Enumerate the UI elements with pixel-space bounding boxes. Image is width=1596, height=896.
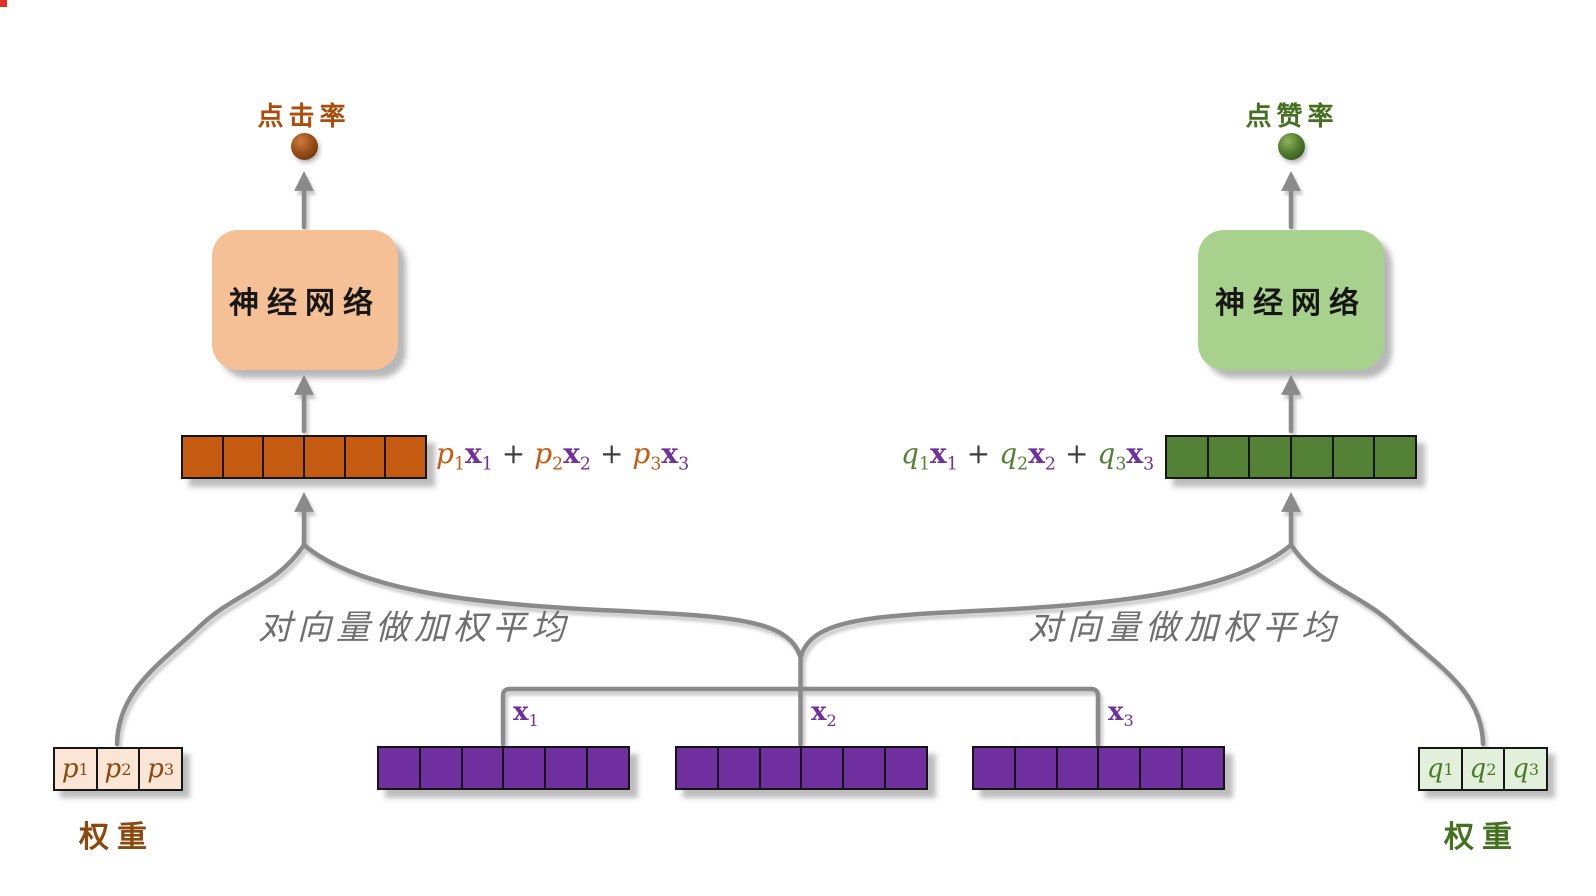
vector-cell [346, 437, 387, 477]
formula-term: q3 [1097, 437, 1127, 475]
input-label-x3: x3 [1108, 697, 1134, 731]
vector-cell [588, 748, 628, 788]
ctr-network-box: 神经网络 [212, 230, 398, 370]
vector-cell [1292, 437, 1334, 477]
formula-operator: + [599, 437, 624, 470]
vector-cell [224, 437, 265, 477]
funnel-like-to-weights [1288, 542, 1486, 747]
weighted-average-note-right: 对向量做加权平均 [1028, 609, 1340, 647]
vector-cell [1250, 437, 1293, 477]
formula-term: q1 [901, 437, 930, 475]
vector-cell [1183, 748, 1223, 788]
like-output-label: 点赞率 [1245, 101, 1339, 131]
like-network-box: 神经网络 [1198, 230, 1384, 370]
formula-term: p3 [632, 437, 662, 475]
vector-cell [886, 748, 926, 788]
vector-cell [719, 748, 761, 788]
vector-cell [463, 748, 505, 788]
formula-term: q2 [999, 437, 1029, 475]
funnel-like-to-inputs [798, 542, 1294, 659]
formula-term: x2 [563, 437, 591, 475]
weighted-average-note-left: 对向量做加权平均 [258, 609, 570, 647]
vector-cell [264, 437, 306, 477]
vector-cell [844, 748, 887, 788]
formula-term: x2 [1028, 437, 1056, 475]
vector-cell [974, 748, 1016, 788]
ctr-weighted-vector [181, 435, 427, 479]
like-formula: q1x1 + q2x2 + q3x3 [901, 437, 1154, 475]
vector-cell [1167, 437, 1209, 477]
vector-cell [802, 748, 845, 788]
formula-operator: + [1064, 437, 1089, 470]
vector-cell [1334, 437, 1376, 477]
vector-cell [677, 748, 719, 788]
formula-term: x1 [464, 437, 493, 475]
vector-cell [1209, 437, 1251, 477]
vector-cell [504, 748, 547, 788]
vector-cell [1141, 748, 1184, 788]
corner-marker [0, 0, 7, 7]
vector-cell [1099, 748, 1142, 788]
ctr-formula: p1x1 + p2x2 + p3x3 [436, 437, 689, 475]
vector-cell [183, 437, 224, 477]
formula-term: p2 [534, 437, 564, 475]
like-weights-label: 权重 [1444, 821, 1520, 854]
formula-operator: + [501, 437, 526, 470]
funnel-ctr-to-inputs [301, 542, 803, 659]
formula-term: x3 [661, 437, 690, 475]
formula-operator: + [966, 437, 991, 470]
input-label-x2: x2 [811, 697, 837, 731]
input-vector-x3 [972, 746, 1225, 790]
ctr-weights-label: 权重 [79, 821, 155, 854]
formula-term: x1 [929, 437, 958, 475]
funnel-ctr-to-weights [114, 542, 307, 747]
vector-cell [1016, 748, 1058, 788]
vector-cell [386, 437, 425, 477]
vector-cell [761, 748, 803, 788]
vector-cell [379, 748, 421, 788]
bracket-x1-x3 [500, 686, 1101, 747]
like-output-node [1278, 133, 1305, 160]
input-vector-x2 [675, 746, 928, 790]
like-weighted-vector [1165, 435, 1417, 479]
vector-cell [1375, 437, 1415, 477]
vector-cell [305, 437, 346, 477]
vector-cell [1058, 748, 1100, 788]
input-label-x1: x1 [513, 697, 539, 731]
vector-cell [546, 748, 589, 788]
vector-cell [421, 748, 463, 788]
ctr-output-node [291, 133, 318, 160]
ctr-output-label: 点击率 [257, 101, 351, 131]
formula-term: x3 [1126, 437, 1155, 475]
input-vector-x1 [377, 746, 630, 790]
formula-term: p1 [436, 437, 465, 475]
